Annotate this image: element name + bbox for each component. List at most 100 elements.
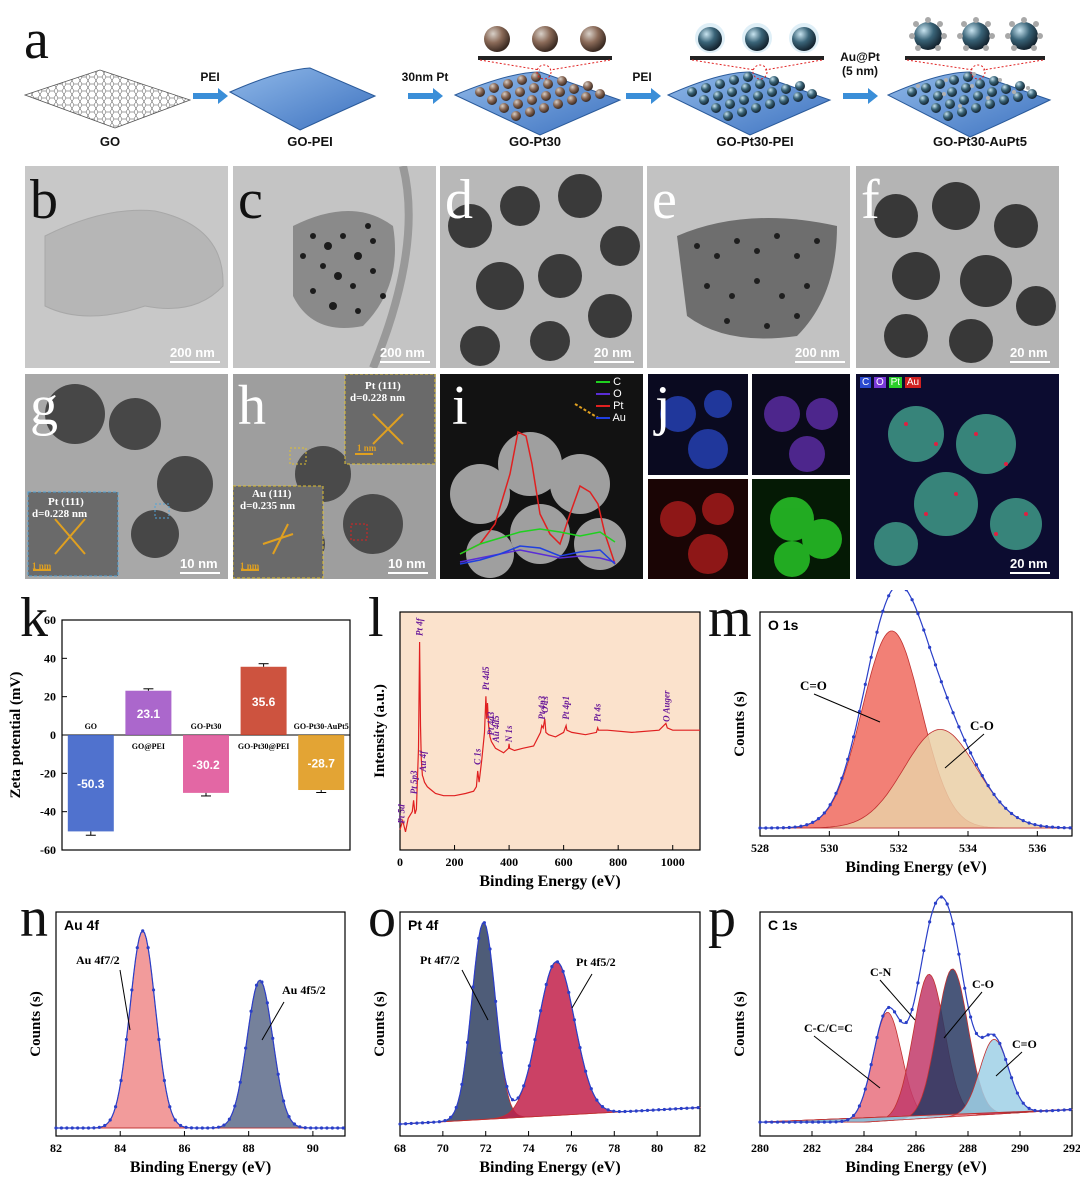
data-point <box>992 792 996 796</box>
data-point <box>805 823 809 827</box>
bar <box>298 735 345 791</box>
peak-label: Pt 5p3 <box>409 770 419 794</box>
x-axis-title: Binding Energy (eV) <box>479 1159 620 1176</box>
data-point <box>135 946 139 950</box>
data-point <box>206 1126 210 1130</box>
data-point <box>249 1009 253 1013</box>
data-point <box>974 1031 979 1036</box>
data-point <box>822 811 826 815</box>
data-point <box>857 709 862 714</box>
y-axis-title: Counts (s) <box>372 991 388 1056</box>
peak-annotation: Au 4f5/2 <box>282 983 326 997</box>
data-point <box>612 1109 616 1113</box>
x-tick-label: 600 <box>555 855 573 869</box>
data-point <box>309 1126 313 1130</box>
data-point <box>103 1123 107 1128</box>
x-tick-label: 292 <box>1063 1141 1080 1155</box>
data-point <box>443 1119 447 1123</box>
x-tick-label: 530 <box>820 841 838 855</box>
data-point <box>555 960 560 964</box>
x-tick-label: 82 <box>694 1141 706 1155</box>
scale-text-c: 200 nm <box>380 345 425 360</box>
x-tick-label: 82 <box>50 1141 62 1155</box>
peak-annotation: Pt 4f7/2 <box>420 953 460 967</box>
data-point <box>1009 811 1014 816</box>
data-point <box>770 1120 774 1124</box>
data-point <box>758 1120 762 1124</box>
data-point <box>696 1106 700 1110</box>
xps-pt4f-chart: 68 70 72 74 76 78 80 82 Binding Energy (eV) Count… <box>372 911 706 1176</box>
data-point <box>415 1121 419 1125</box>
data-point <box>426 1120 430 1125</box>
peak-annotation: C-O <box>972 977 994 991</box>
data-point <box>114 1105 118 1109</box>
data-point <box>287 1115 291 1119</box>
data-point <box>244 1046 248 1050</box>
panel-letter-p: p <box>708 887 736 949</box>
x-tick-label: 84 <box>114 1141 126 1155</box>
data-point <box>527 1064 531 1068</box>
data-point <box>992 1033 996 1037</box>
linescan-legend: C O Pt Au <box>596 376 626 424</box>
data-point <box>260 980 264 984</box>
data-point <box>651 1108 655 1112</box>
data-point <box>939 895 943 899</box>
data-point <box>645 1108 650 1112</box>
data-point <box>92 1126 96 1130</box>
legend-o: O <box>596 388 626 400</box>
tem-image-c <box>233 166 436 368</box>
y-axis-title: Counts (s) <box>732 991 748 1056</box>
data-point <box>157 1037 161 1042</box>
x-tick-label: 528 <box>751 841 769 855</box>
peak-label: Pt 4f <box>415 617 425 636</box>
eds-map-overlay <box>856 374 1059 579</box>
data-point <box>409 1121 413 1126</box>
data-point <box>1033 823 1037 827</box>
scale-bar-h: 10 nm <box>388 556 428 574</box>
h-inset-top-scale: 1 nm <box>357 443 377 453</box>
data-point <box>986 783 990 788</box>
data-point <box>945 696 949 700</box>
h-inset-bottom-d: d=0.235 nm <box>240 500 296 512</box>
data-point <box>951 711 955 715</box>
data-point <box>834 791 838 795</box>
panel-letter-o: o <box>368 887 396 949</box>
data-point <box>910 1007 914 1012</box>
data-point <box>998 800 1002 804</box>
scale-text-g: 10 nm <box>180 556 218 571</box>
data-point <box>933 663 938 667</box>
peak-annotation: C=O <box>1012 1037 1037 1051</box>
peak-label: Au 4f <box>418 750 428 773</box>
eds-map-pt <box>648 479 748 579</box>
data-point <box>764 1120 768 1124</box>
panel-letter-d: d <box>445 169 473 231</box>
data-point <box>887 594 891 598</box>
scale-text-b: 200 nm <box>170 345 215 360</box>
overlay-legend-au: Au <box>904 377 922 388</box>
x-tick-label: 284 <box>855 1141 873 1155</box>
data-point <box>852 1113 856 1118</box>
plot-frame <box>759 611 1073 837</box>
x-tick-label: 536 <box>1028 841 1046 855</box>
data-point <box>59 1126 64 1130</box>
data-point <box>928 920 932 924</box>
scale-text-e: 200 nm <box>795 345 840 360</box>
data-point <box>578 1045 582 1050</box>
scale-text-h: 10 nm <box>388 556 426 571</box>
data-point <box>97 1125 101 1129</box>
data-point <box>76 1126 80 1130</box>
data-point <box>141 929 145 933</box>
data-point <box>465 1040 470 1045</box>
data-point <box>271 1036 275 1040</box>
eds-map-au <box>752 479 850 579</box>
chart-title: O 1s <box>768 617 799 633</box>
overlay-legend-c: C <box>860 377 872 388</box>
panel-letter-h: h <box>238 375 266 437</box>
x-tick-label: 534 <box>959 841 977 855</box>
data-point <box>951 922 955 926</box>
data-point <box>398 1122 402 1126</box>
data-point <box>980 774 984 778</box>
peak-label: Pt 5d <box>396 804 406 824</box>
data-point <box>162 1078 166 1083</box>
data-point <box>124 1037 129 1042</box>
